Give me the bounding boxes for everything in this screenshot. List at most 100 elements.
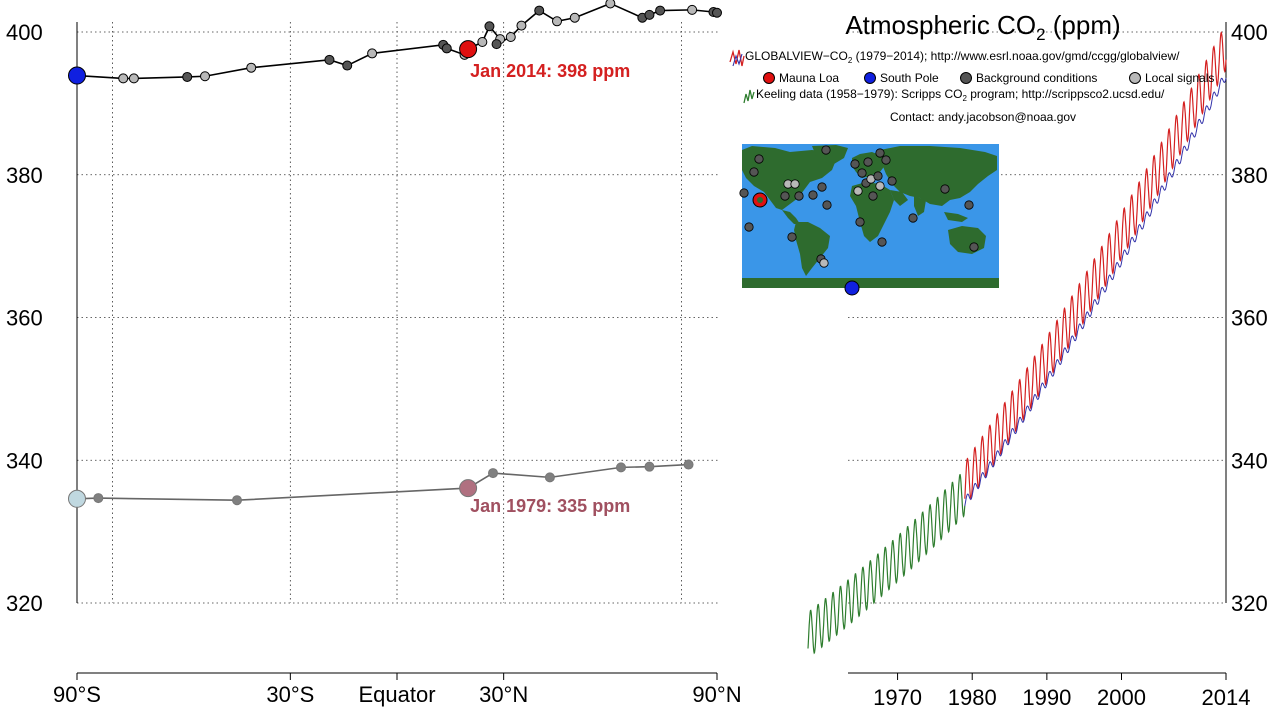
map-station-background xyxy=(794,191,804,201)
station-point-local xyxy=(477,36,488,47)
station-point-local xyxy=(128,73,139,84)
map-station-background xyxy=(754,154,764,164)
station-point-local xyxy=(505,31,516,42)
map-station-south-pole xyxy=(844,280,860,296)
map-station-background xyxy=(940,184,950,194)
right-y-axis: 320 340 360 380 400 xyxy=(1231,20,1268,616)
map-station-local xyxy=(853,186,863,196)
station-point-background xyxy=(683,459,694,470)
left-x-tick-label: 90°N xyxy=(692,682,741,707)
station-point-local xyxy=(516,20,527,31)
left-x-axis: 90°S 30°S Equator 30°N 90°N xyxy=(53,672,742,707)
left-y-tick-label: 380 xyxy=(6,163,43,188)
station-point-background xyxy=(93,493,104,504)
right-y-tick-label: 380 xyxy=(1231,163,1268,188)
world-map-inset xyxy=(739,144,999,296)
land-mass xyxy=(914,196,926,216)
station-point-local xyxy=(367,48,378,59)
map-station-background xyxy=(744,222,754,232)
legend-marker-label: Background conditions xyxy=(976,71,1097,85)
right-x-tick-label: 1990 xyxy=(1022,685,1071,710)
station-point-local xyxy=(605,0,616,9)
south-pole-series-line xyxy=(964,77,1227,507)
map-station-background xyxy=(808,190,818,200)
right-x-tick-label: 2014 xyxy=(1202,685,1251,710)
map-station-background xyxy=(749,167,759,177)
latitude-series xyxy=(68,0,722,508)
station-point-mauna-loa xyxy=(459,40,478,59)
keeling-series-line xyxy=(807,473,966,655)
station-point-local xyxy=(687,4,698,15)
legend-globalview-entry: GLOBALVIEW−CO2 (1979−2014); http://www.e… xyxy=(729,49,1180,67)
land-mass xyxy=(742,146,836,210)
globalview-swatch-blue xyxy=(732,53,743,67)
land-mass xyxy=(850,182,894,242)
map-station-background xyxy=(821,145,831,155)
map-station-local xyxy=(819,258,829,268)
time-series-lines xyxy=(807,31,1227,655)
map-station-background xyxy=(868,191,878,201)
right-y-tick-label: 320 xyxy=(1231,591,1268,616)
station-point-background xyxy=(712,7,722,18)
map-station-background xyxy=(822,200,832,210)
station-point-local xyxy=(200,71,210,82)
map-station-background xyxy=(787,232,797,242)
station-point-background xyxy=(644,461,655,472)
right-x-axis: 1970 1980 1990 2000 2014 xyxy=(848,672,1251,710)
map-stations xyxy=(739,145,979,296)
land-mass xyxy=(880,146,997,206)
map-station-background xyxy=(969,242,979,252)
land-mass xyxy=(812,145,848,164)
map-station-background xyxy=(780,191,790,201)
land-mass xyxy=(742,278,999,288)
left-y-axis: 320 340 360 380 400 xyxy=(6,20,43,616)
map-station-background xyxy=(887,176,897,186)
station-point-background xyxy=(324,54,335,65)
station-point-mauna-loa xyxy=(459,479,478,498)
station-point-background xyxy=(484,21,495,32)
station-point-local xyxy=(544,472,555,483)
left-y-tick-label: 400 xyxy=(6,20,43,45)
land-mass xyxy=(944,212,968,222)
map-station-background xyxy=(857,168,867,178)
legend-marker-local-signals xyxy=(1129,72,1141,84)
map-station-background xyxy=(881,155,891,165)
map-station-background xyxy=(855,217,865,227)
legend-marker-label: Mauna Loa xyxy=(779,71,839,85)
map-station-background xyxy=(877,237,887,247)
land-mass xyxy=(794,222,830,276)
legend: GLOBALVIEW−CO2 (1979−2014); http://www.e… xyxy=(729,49,1214,124)
station-point-background xyxy=(488,468,498,479)
legend-contact: Contact: andy.jacobson@noaa.gov xyxy=(890,110,1076,124)
right-x-tick-label: 1980 xyxy=(948,685,997,710)
map-station-background xyxy=(817,182,827,192)
map-station-background xyxy=(964,200,974,210)
station-point-background xyxy=(644,9,655,20)
map-station-background xyxy=(875,148,885,158)
station-point-south-pole xyxy=(68,66,86,85)
globalview-swatch-red xyxy=(729,49,745,67)
map-station-local xyxy=(875,181,885,191)
keeling-swatch xyxy=(743,89,755,104)
legend-keeling-entry: Keeling data (1958−1979): Scripps CO2 pr… xyxy=(743,87,1165,104)
station-point-background xyxy=(491,39,502,50)
station-point-background xyxy=(655,5,666,16)
series-line-1979 xyxy=(76,463,689,502)
legend-marker-background-conditions xyxy=(960,72,972,84)
legend-marker-label: South Pole xyxy=(880,71,939,85)
station-point-background xyxy=(342,60,353,71)
right-y-tick-label: 400 xyxy=(1231,20,1268,45)
map-station-local xyxy=(790,179,800,189)
right-x-tick-label: 1970 xyxy=(873,685,922,710)
station-point-background xyxy=(616,462,626,473)
right-y-tick-label: 360 xyxy=(1231,306,1268,331)
left-y-tick-label: 360 xyxy=(6,306,43,331)
map-station-background xyxy=(873,171,883,181)
station-point-background xyxy=(441,43,452,54)
left-x-tick-label: 90°S xyxy=(53,682,101,707)
map-station-background xyxy=(850,159,860,169)
left-y-tick-label: 320 xyxy=(6,591,43,616)
legend-marker-label: Local signals xyxy=(1145,71,1214,85)
legend-marker-south-pole xyxy=(864,72,876,84)
